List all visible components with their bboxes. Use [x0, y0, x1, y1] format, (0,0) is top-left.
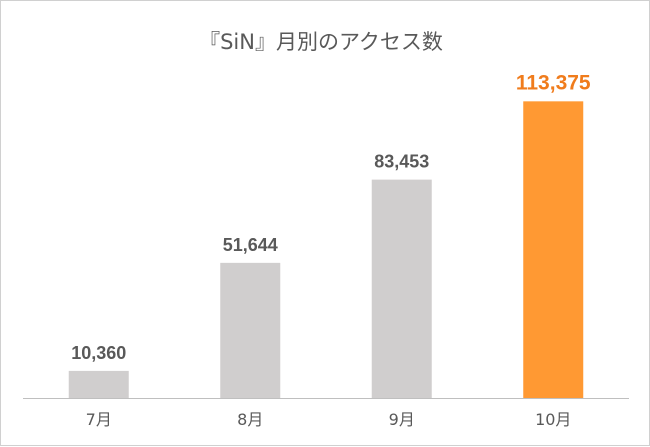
bar-2 — [220, 262, 281, 398]
x-tick-label-4: 10月 — [535, 410, 571, 429]
bar-1 — [68, 370, 129, 398]
value-label-3: 83,453 — [374, 152, 429, 172]
value-label-4: 113,375 — [516, 71, 591, 94]
bars-group — [68, 101, 584, 398]
x-tick-label-1: 7月 — [86, 410, 112, 429]
bar-4 — [523, 101, 584, 398]
x-tick-label-3: 9月 — [389, 410, 415, 429]
value-label-2: 51,644 — [223, 235, 278, 255]
bar-3 — [371, 179, 432, 398]
chart-title: 『SiN』月別のアクセス数 — [199, 30, 443, 54]
x-tick-labels-group: 7月 8月 9月 10月 — [86, 410, 572, 429]
value-labels-group: 10,360 51,644 83,453 113,375 — [71, 71, 591, 363]
value-label-1: 10,360 — [71, 343, 126, 363]
x-tick-label-2: 8月 — [237, 410, 263, 429]
